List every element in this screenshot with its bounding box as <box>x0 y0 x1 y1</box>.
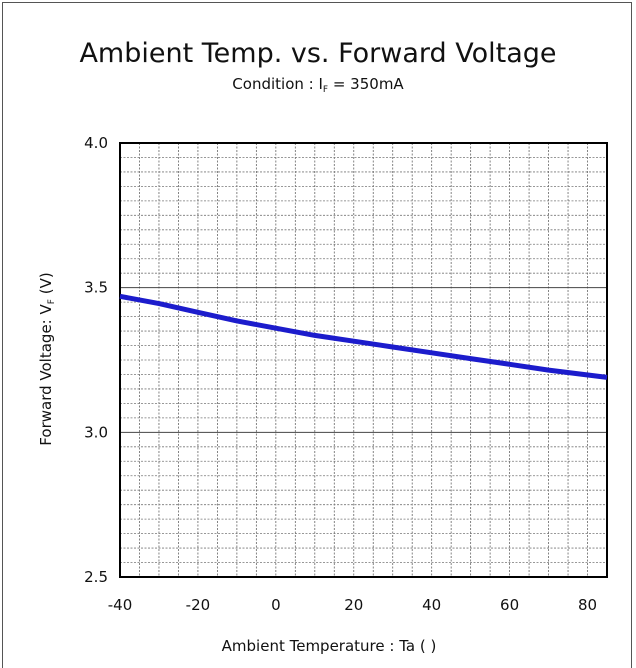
x-axis-label: Ambient Temperature : Ta ( ) <box>222 637 437 655</box>
x-tick-label: 0 <box>271 596 281 614</box>
y-tick-label: 3.0 <box>84 423 108 441</box>
subtitle-prefix: Condition : I <box>232 75 323 93</box>
x-tick-label: 20 <box>344 596 363 614</box>
grid-lines <box>120 143 607 577</box>
y-tick-labels: 2.5 3.0 3.5 4.0 <box>84 134 108 586</box>
chart-title: Ambient Temp. vs. Forward Voltage <box>79 38 556 69</box>
x-tick-label: -20 <box>186 596 211 614</box>
x-tick-label: 80 <box>578 596 597 614</box>
x-tick-label: 40 <box>422 596 441 614</box>
y-tick-label: 4.0 <box>84 134 108 152</box>
plot-area <box>119 142 608 578</box>
y-label-main: Forward Voltage: V <box>37 304 55 446</box>
chart-subtitle: Condition : IF = 350mA <box>232 75 404 95</box>
y-axis-label: Forward Voltage: VF (V) <box>37 272 57 445</box>
x-tick-label: -40 <box>108 596 133 614</box>
subtitle-subscript: F <box>323 85 328 95</box>
x-tick-label: 60 <box>500 596 519 614</box>
x-tick-labels: -40 -20 0 20 40 60 80 <box>108 596 597 614</box>
series-group <box>119 293 608 380</box>
series-line <box>119 293 608 380</box>
y-label-unit: (V) <box>37 272 55 299</box>
subtitle-suffix: = 350mA <box>328 75 404 93</box>
y-label-subscript: F <box>47 299 57 304</box>
y-tick-label: 2.5 <box>84 568 108 586</box>
plot-border <box>119 142 608 578</box>
y-tick-label: 3.5 <box>84 279 108 297</box>
